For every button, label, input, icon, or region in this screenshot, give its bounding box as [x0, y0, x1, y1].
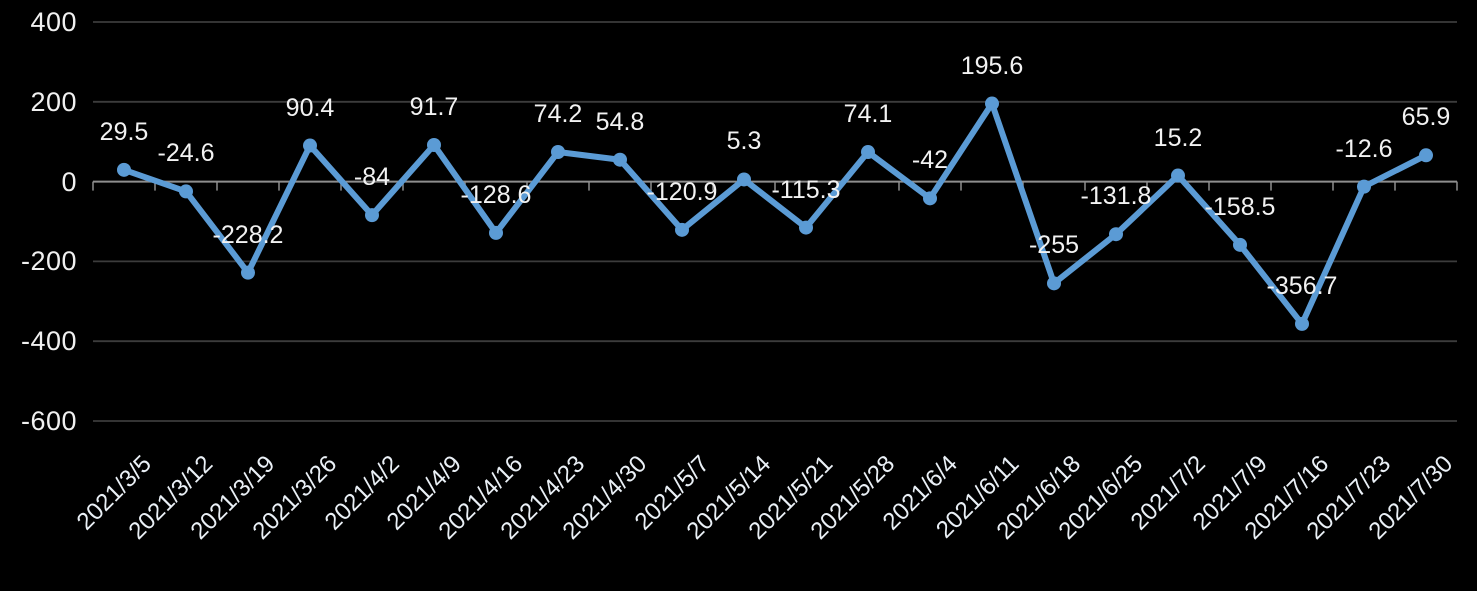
y-axis-tick-label: -200	[20, 246, 77, 277]
data-point-marker	[1419, 148, 1433, 163]
data-point-marker	[241, 265, 255, 280]
data-point-marker	[365, 208, 379, 223]
data-point-marker	[1109, 227, 1123, 242]
data-point-marker	[923, 191, 937, 206]
data-point-marker	[1233, 237, 1247, 252]
y-axis-tick-label: -600	[20, 406, 77, 436]
data-point-marker	[1171, 168, 1185, 183]
data-point-label: 90.4	[285, 93, 335, 122]
data-series-line	[121, 100, 1429, 327]
data-point-label: -255	[1028, 231, 1080, 260]
data-point-marker	[1295, 316, 1309, 331]
data-point-label: -84	[353, 163, 391, 192]
data-point-marker	[117, 162, 131, 177]
y-axis-tick-label: 200	[30, 86, 77, 117]
data-point-marker	[1357, 179, 1371, 194]
data-point-label: 74.1	[843, 100, 893, 129]
y-axis-tick-label: 0	[61, 166, 77, 197]
data-point-marker	[675, 222, 689, 237]
y-axis-tick-label: -400	[20, 326, 77, 357]
data-point-label: -131.8	[1080, 182, 1152, 211]
data-point-label: 74.2	[533, 99, 583, 128]
data-point-label: 5.3	[726, 127, 762, 156]
data-point-marker	[179, 184, 193, 199]
data-point-label: -356.7	[1266, 271, 1338, 300]
y-axis-tick-label: 400	[30, 7, 77, 37]
data-point-marker	[489, 225, 503, 240]
data-point-marker	[861, 145, 875, 160]
data-point-marker	[985, 96, 999, 111]
data-point-label: 91.7	[409, 93, 459, 121]
data-point-label: -228.2	[212, 220, 284, 249]
data-point-label: 65.9	[1401, 103, 1451, 132]
data-point-marker	[799, 220, 813, 235]
data-point-marker	[737, 172, 751, 187]
data-point-label: -128.6	[460, 180, 532, 209]
data-point-marker	[551, 144, 565, 159]
data-point-marker	[427, 138, 441, 153]
data-point-marker	[303, 138, 317, 153]
data-point-label: -120.9	[646, 177, 718, 206]
data-point-label: -158.5	[1204, 192, 1276, 221]
data-point-label: 54.8	[595, 107, 645, 136]
data-point-label: -42	[911, 146, 949, 175]
data-point-label: 29.5	[99, 117, 149, 146]
data-point-marker	[1047, 276, 1061, 291]
data-point-label: -24.6	[157, 139, 215, 168]
data-point-label: -115.3	[771, 175, 841, 204]
data-point-label: -12.6	[1335, 134, 1393, 163]
data-point-label: 15.2	[1153, 123, 1203, 152]
data-point-marker	[613, 152, 627, 167]
data-point-label: 195.6	[960, 51, 1024, 80]
